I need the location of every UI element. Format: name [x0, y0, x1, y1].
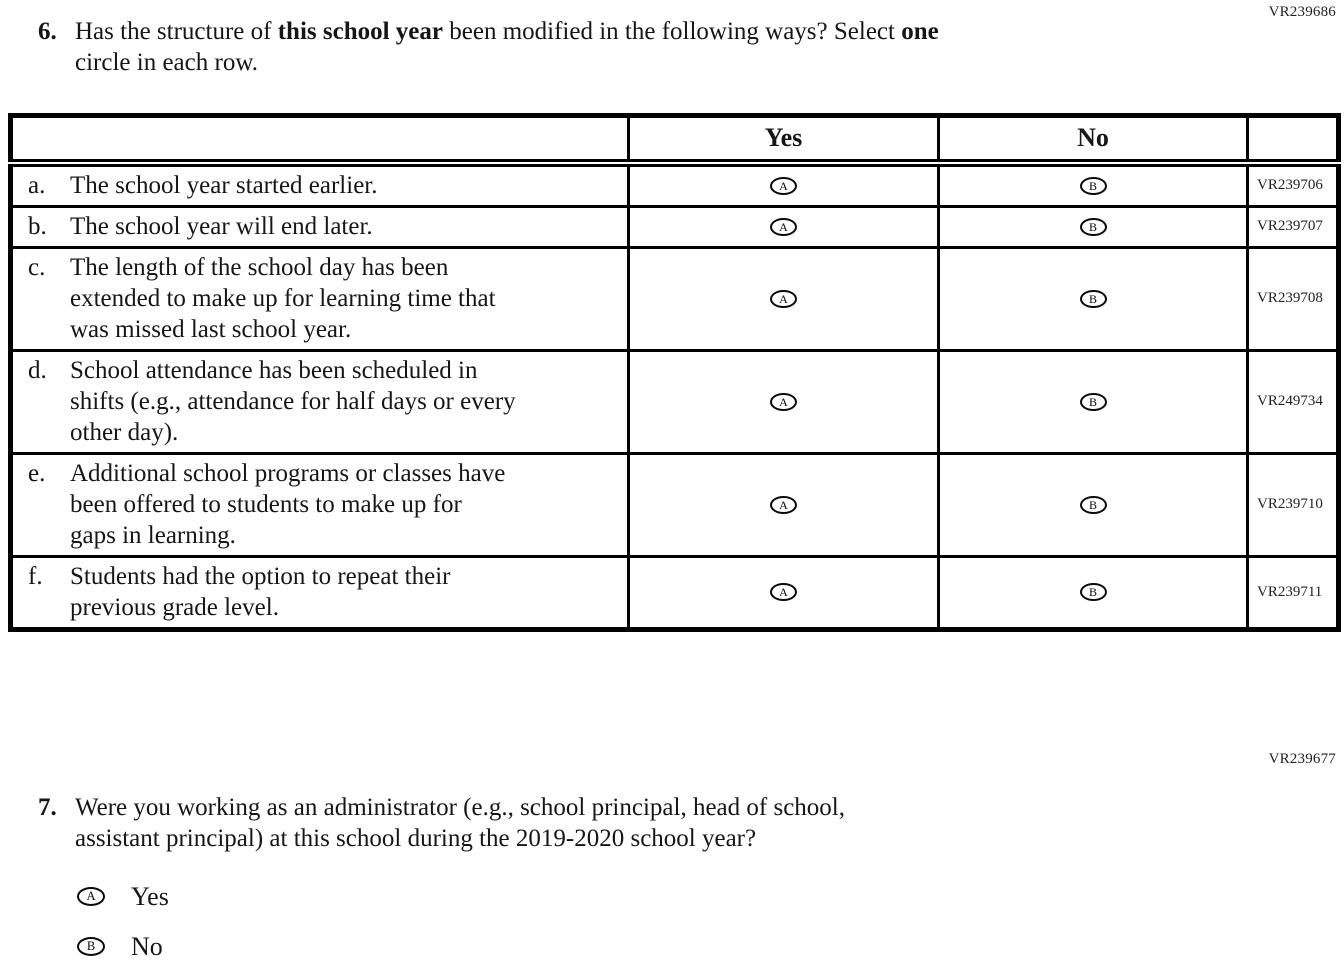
table-row-e: e. Additional school programs or classes… [9, 451, 1340, 558]
row-e-letter: e. [28, 459, 46, 487]
row-c-vr-code: VR239708 [1246, 245, 1340, 352]
row-f-no-cell: B [937, 554, 1249, 631]
question-6: 6. Has the structure of this school year… [38, 16, 939, 78]
row-b-no-bubble[interactable]: B [1079, 217, 1107, 236]
question7-options: A Yes B No [77, 882, 845, 961]
row-e-yes-cell: A [627, 451, 940, 558]
row-f-stem: f. Students had the option to repeat the… [9, 554, 630, 631]
question6-text-part1: Has the structure of [75, 18, 278, 45]
option-no-label: No [131, 932, 163, 961]
question7-text: Were you working as an administrator (e.… [75, 792, 845, 854]
table-row-a: a. The school year started earlier. A B … [9, 161, 1340, 208]
question6-number: 6. [38, 18, 57, 45]
row-c-yes-cell: A [627, 245, 940, 352]
row-b-yes-cell: A [627, 204, 940, 249]
question6-text-bold2: one [901, 18, 939, 45]
table-row-d: d. School attendance has been scheduled … [9, 348, 1340, 455]
row-f-vr-code: VR239711 [1246, 554, 1340, 631]
row-e-no-cell: B [937, 451, 1249, 558]
question-7: 7. Were you working as an administrator … [38, 792, 845, 977]
question6-text-part3: circle in each row. [75, 49, 258, 76]
question6-vr-code: VR239686 [1268, 4, 1336, 20]
option-no: B No [77, 932, 845, 961]
row-c-yes-bubble[interactable]: A [770, 289, 797, 308]
row-d-yes-cell: A [627, 348, 940, 455]
row-a-text: The school year started earlier. [70, 171, 378, 199]
row-c-no-bubble[interactable]: B [1079, 289, 1107, 308]
row-a-stem: a. The school year started earlier. [9, 161, 630, 208]
question6-text-bold1: this school year [277, 18, 443, 45]
row-b-vr-code: VR239707 [1246, 204, 1340, 249]
option-yes-bubble[interactable]: A [77, 887, 105, 906]
row-a-vr-code: VR239706 [1246, 161, 1340, 208]
question6-text-part2: been modified in the following ways? Sel… [443, 18, 902, 45]
table-header-blank [9, 114, 630, 167]
row-f-yes-cell: A [627, 554, 940, 631]
row-d-stem: d. School attendance has been scheduled … [9, 348, 630, 455]
row-d-yes-bubble[interactable]: A [770, 392, 797, 411]
option-yes-label: Yes [131, 882, 169, 911]
row-f-letter: f. [28, 562, 43, 590]
table-row-f: f. Students had the option to repeat the… [9, 554, 1340, 631]
row-f-yes-bubble[interactable]: A [770, 583, 797, 601]
table-header-no: No [937, 114, 1249, 167]
row-c-letter: c. [28, 253, 46, 281]
row-d-letter: d. [28, 356, 47, 384]
table-header-row: Yes No [9, 114, 1340, 167]
row-b-text: The school year will end later. [70, 212, 373, 240]
question7-vr-code: VR239677 [1268, 751, 1336, 767]
row-d-vr-code: VR249734 [1246, 348, 1340, 455]
row-a-yes-bubble[interactable]: A [770, 176, 797, 195]
row-a-letter: a. [28, 171, 46, 199]
question7-number: 7. [38, 794, 57, 821]
question6-text: Has the structure of this school year be… [75, 16, 939, 78]
row-e-no-bubble[interactable]: B [1079, 495, 1107, 514]
option-yes: A Yes [77, 882, 845, 911]
row-f-text: Students had the option to repeat their … [70, 562, 451, 621]
row-a-no-cell: B [937, 161, 1249, 208]
q6-response-table: Yes No a. The school year started earlie… [8, 113, 1341, 632]
row-e-vr-code: VR239710 [1246, 451, 1340, 558]
row-c-text: The length of the school day has been ex… [70, 253, 496, 343]
row-d-text: School attendance has been scheduled in … [70, 356, 516, 446]
table-header-yes: Yes [627, 114, 940, 167]
table-row-c: c. The length of the school day has been… [9, 245, 1340, 352]
row-d-no-bubble[interactable]: B [1079, 392, 1107, 411]
row-d-no-cell: B [937, 348, 1249, 455]
row-f-no-bubble[interactable]: B [1079, 583, 1107, 601]
question7-text-line1: Were you working as an administrator (e.… [75, 794, 845, 821]
row-b-yes-bubble[interactable]: A [770, 217, 797, 236]
row-b-letter: b. [28, 212, 47, 240]
row-e-text: Additional school programs or classes ha… [70, 459, 506, 549]
table-row-b: b. The school year will end later. A B V… [9, 204, 1340, 249]
row-b-stem: b. The school year will end later. [9, 204, 630, 249]
row-c-no-cell: B [937, 245, 1249, 352]
row-e-stem: e. Additional school programs or classes… [9, 451, 630, 558]
question7-text-line2: assistant principal) at this school duri… [75, 825, 757, 852]
row-c-stem: c. The length of the school day has been… [9, 245, 630, 352]
row-a-no-bubble[interactable]: B [1079, 176, 1107, 195]
option-no-bubble[interactable]: B [77, 937, 105, 956]
row-b-no-cell: B [937, 204, 1249, 249]
table-header-vr-blank [1246, 114, 1340, 167]
row-a-yes-cell: A [627, 161, 940, 208]
row-e-yes-bubble[interactable]: A [770, 495, 797, 514]
